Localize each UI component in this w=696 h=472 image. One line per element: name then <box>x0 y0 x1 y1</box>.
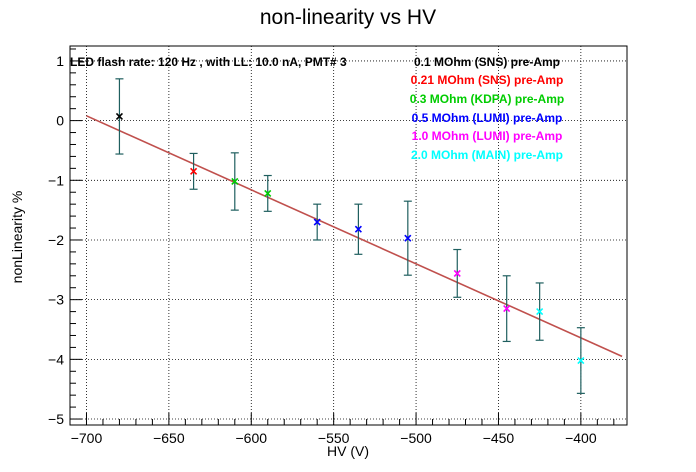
data-point <box>190 167 198 175</box>
legend-entry: 0.21 MOhm (SNS) pre-Amp <box>411 73 564 87</box>
x-tick-label: −700 <box>71 430 103 446</box>
x-tick-label: −600 <box>235 430 267 446</box>
y-axis: 1 0 −1 −2 −3 −4 −5 <box>48 48 82 427</box>
data-point-mark <box>231 177 239 186</box>
x-tick-label: −650 <box>153 430 185 446</box>
data-point <box>231 177 239 186</box>
legend-entry: 1.0 MOhm (LUMI) pre-Amp <box>412 129 563 143</box>
points-layer <box>115 78 585 394</box>
legend: 0.1 MOhm (SNS) pre-Amp 0.21 MOhm (SNS) pr… <box>410 55 564 162</box>
data-point-mark <box>577 356 585 365</box>
data-point-mark <box>190 167 198 175</box>
legend-entry: 0.1 MOhm (SNS) pre-Amp <box>414 55 560 69</box>
plot-frame <box>69 45 628 426</box>
data-point-mark <box>313 218 321 226</box>
x-axis-title: HV (V) <box>327 443 369 459</box>
y-tick-label: 0 <box>56 113 64 129</box>
fit-line <box>86 115 623 358</box>
info-text: LED flash rate: 120 Hz , with LL: 10.0 n… <box>70 55 347 69</box>
data-point-mark <box>404 234 412 242</box>
data-point <box>577 356 585 365</box>
data-point-mark <box>453 269 461 277</box>
y-axis-title: nonLinearity % <box>9 191 25 284</box>
x-tick-label: −500 <box>400 430 432 446</box>
data-point <box>313 218 321 226</box>
legend-entry: 2.0 MOhm (MAIN) pre-Amp <box>411 148 563 162</box>
x-tick-label: −450 <box>483 430 515 446</box>
y-tick-label: −4 <box>48 351 64 367</box>
data-point-mark <box>354 225 362 233</box>
y-tick-label: −2 <box>48 232 64 248</box>
data-point-mark <box>264 189 272 197</box>
data-point-mark <box>503 305 511 313</box>
data-point <box>354 225 362 233</box>
data-point <box>115 112 124 120</box>
data-point <box>453 269 461 277</box>
grid-layer <box>70 46 627 425</box>
x-tick-label: −400 <box>565 430 597 446</box>
y-tick-label: −1 <box>48 172 64 188</box>
data-point <box>264 189 272 197</box>
data-point <box>404 234 412 242</box>
y-tick-label: 1 <box>56 53 64 69</box>
x-tick-label: −550 <box>318 430 350 446</box>
legend-entry: 0.5 MOhm (LUMI) pre-Amp <box>412 111 563 125</box>
x-axis: −700 −650 −600 −550 −500 −450 −400 <box>69 413 615 446</box>
y-tick-label: −3 <box>48 292 64 308</box>
y-tick-label: −5 <box>48 411 64 427</box>
legend-entry: 0.3 MOhm (KDPA) pre-Amp <box>410 92 564 106</box>
data-point-mark <box>536 308 544 316</box>
chart-title: non-linearity vs HV <box>260 6 436 29</box>
data-point-mark <box>115 112 124 120</box>
data-point <box>503 305 511 313</box>
fit-layer <box>86 115 623 358</box>
data-point <box>536 308 544 316</box>
